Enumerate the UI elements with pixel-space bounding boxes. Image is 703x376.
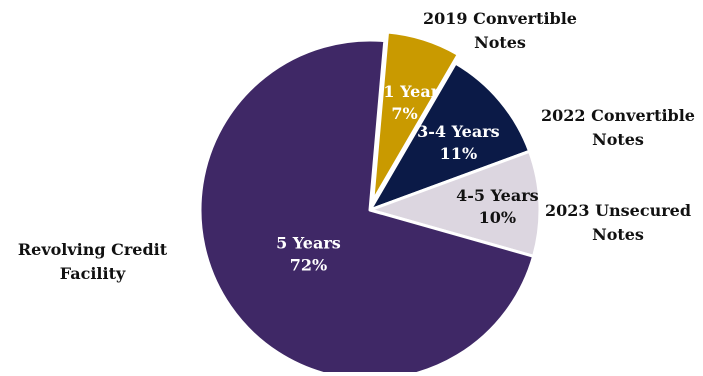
legend-label-line2: Notes — [474, 33, 526, 52]
slice-percent-label: 72% — [290, 255, 327, 274]
pie-slice — [368, 61, 532, 212]
slice-percent-label: 7% — [391, 104, 417, 123]
pie-slice — [371, 30, 460, 203]
legend-label-2022-convertible-notes: 2022 Convertible Notes — [538, 104, 698, 152]
legend-label-2019-convertible-notes: 2019 Convertible Notes — [400, 7, 600, 55]
slice-term-label: 4-5 Years — [456, 186, 539, 205]
slice-percent-label: 11% — [440, 144, 477, 163]
slice-term-label: <1 Year — [370, 82, 440, 101]
legend-label-line1: 2023 Unsecured — [544, 201, 692, 220]
legend-label-revolving-credit-facility: Revolving Credit Facility — [0, 238, 185, 286]
slice-percent-label: 10% — [479, 208, 516, 227]
legend-label-line1: Revolving Credit — [17, 240, 168, 259]
legend-label-line2: Notes — [592, 225, 644, 244]
slice-term-label: 5 Years — [276, 233, 341, 252]
slice-term-label: 3-4 Years — [417, 122, 500, 141]
legend-label-line1: 2022 Convertible — [541, 106, 695, 125]
legend-label-line1: 2019 Convertible — [423, 9, 577, 28]
legend-label-line2: Facility — [59, 264, 126, 283]
pie-slice — [198, 38, 536, 376]
legend-label-line2: Notes — [592, 130, 644, 149]
pie-slice — [368, 149, 542, 258]
legend-label-2023-unsecured-notes: 2023 Unsecured Notes — [538, 199, 698, 247]
